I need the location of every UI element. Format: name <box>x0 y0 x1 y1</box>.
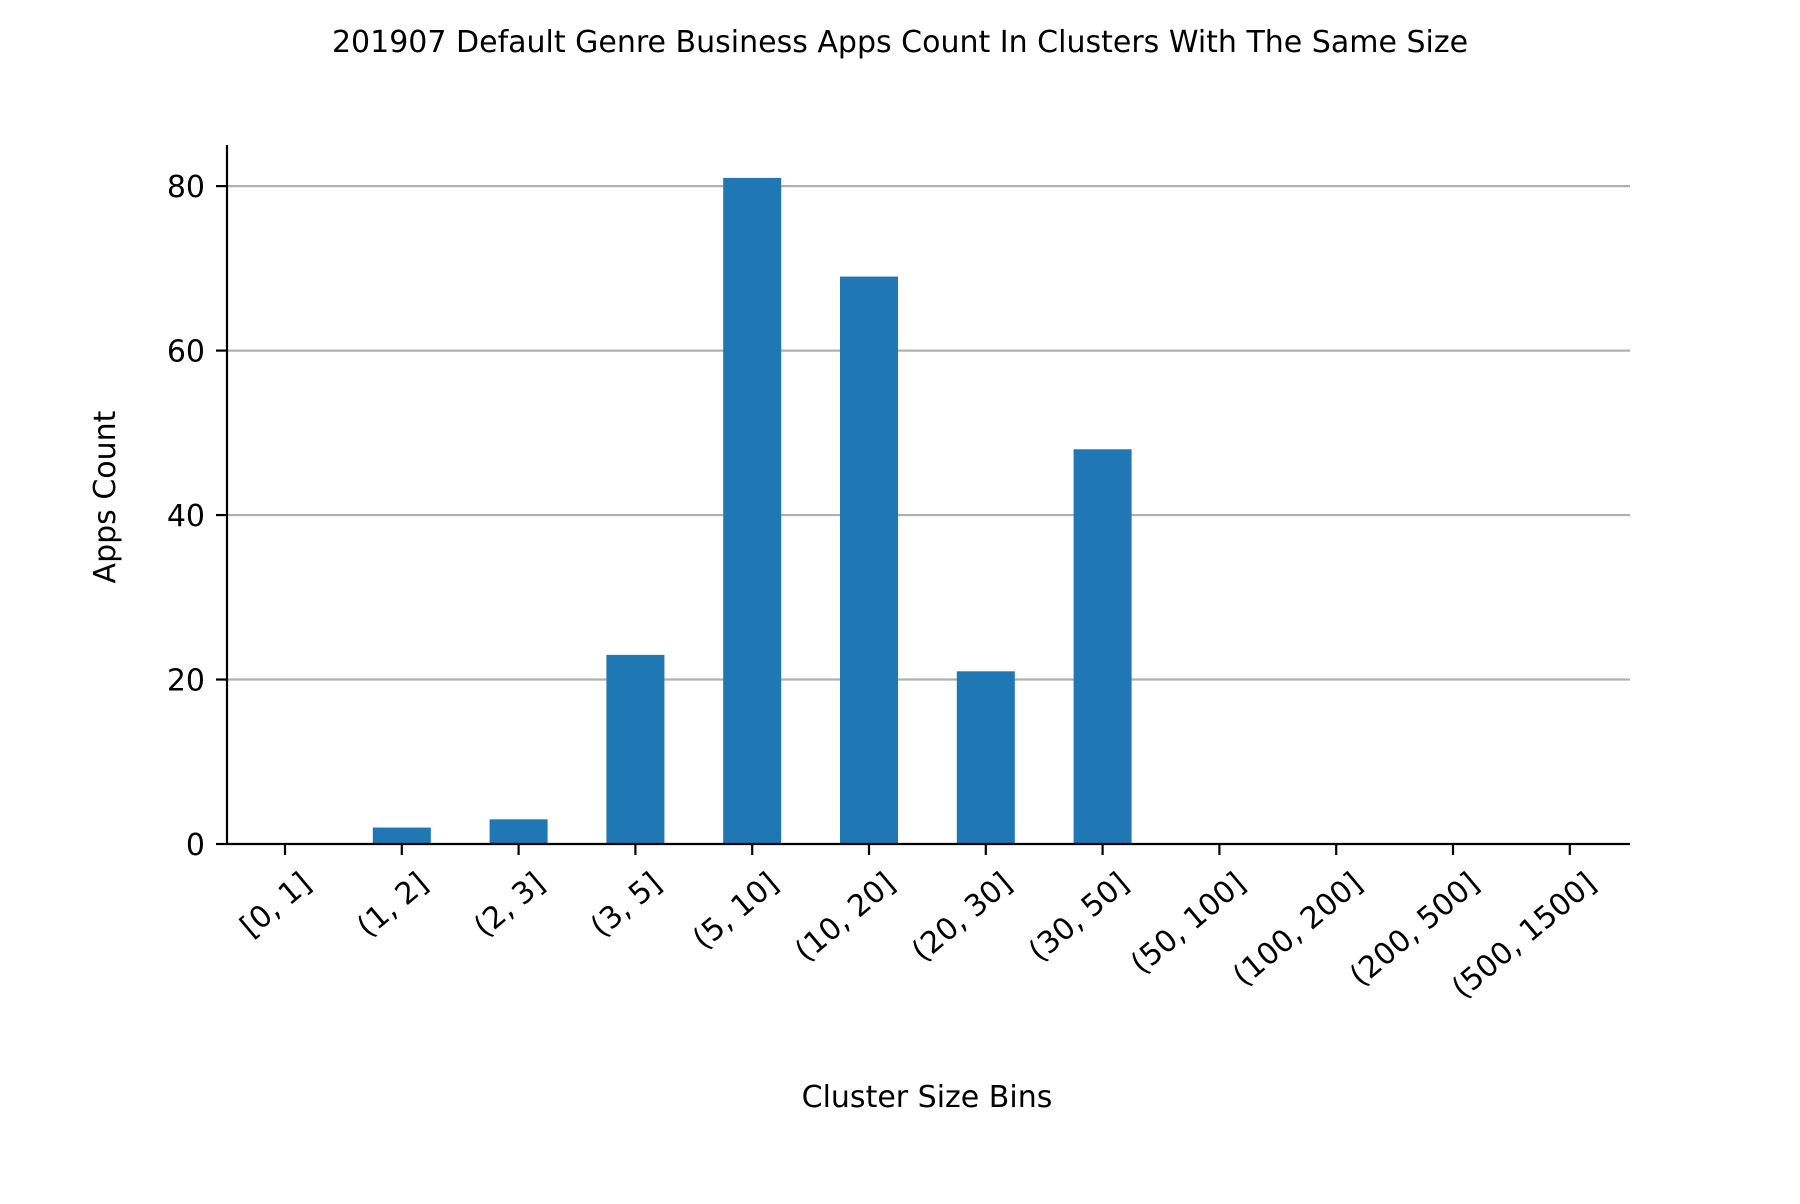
y-tick-label-0: 0 <box>186 828 205 863</box>
bar-4 <box>723 177 782 845</box>
bar-1 <box>372 827 431 844</box>
x-tick-label-7: (30, 50] <box>1022 866 1136 969</box>
y-ticks: 0 20 40 60 80 <box>167 170 227 863</box>
bar-3 <box>606 654 665 844</box>
x-tick-label-6: (20, 30] <box>905 866 1019 969</box>
x-tick-label-5: (10, 20] <box>788 866 902 969</box>
y-axis-label: Apps Count <box>88 410 123 583</box>
x-tick-label-2: (2, 3] <box>467 866 551 945</box>
bar-6 <box>956 671 1015 844</box>
y-tick-label-40: 40 <box>167 499 205 534</box>
x-tick-label-9: (100, 200] <box>1226 866 1369 994</box>
bar-7 <box>1073 449 1132 844</box>
y-tick-label-20: 20 <box>167 664 205 699</box>
x-tick-label-4: (5, 10] <box>686 866 785 957</box>
x-ticks: [0, 1] (1, 2] (2, 3] (3, 5] (5, 10] (10, 20](… <box>234 844 1603 1006</box>
x-tick-label-3: (3, 5] <box>584 866 668 945</box>
y-tick-label-80: 80 <box>167 170 205 205</box>
bars <box>372 177 1132 845</box>
bar-5 <box>840 276 898 844</box>
gridlines <box>227 185 1630 681</box>
y-tick-label-60: 60 <box>167 335 205 370</box>
x-axis-label: Cluster Size Bins <box>802 1080 1053 1115</box>
chart-title: 201907 Default Genre Business Apps Count… <box>332 25 1468 60</box>
bar-2 <box>489 819 548 844</box>
axes <box>225 145 1630 846</box>
x-tick-label-1: (1, 2] <box>351 866 435 945</box>
x-tick-label-0: [0, 1] <box>234 866 318 945</box>
